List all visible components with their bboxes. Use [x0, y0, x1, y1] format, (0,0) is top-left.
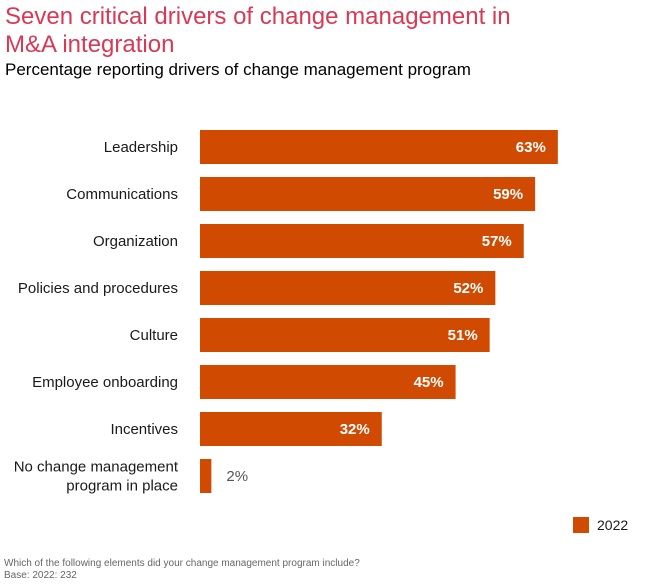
- bar-no-change-management-program-in-place: [200, 459, 212, 493]
- value-label-no-change-management-program-in-place: 2%: [226, 468, 248, 485]
- legend: 2022: [573, 517, 628, 533]
- value-label-policies-and-procedures: 52%: [453, 280, 483, 297]
- bars-layer: Leadership 63% Communications 59% Organizati…: [14, 130, 558, 495]
- value-label-organization: 57%: [482, 233, 512, 250]
- value-label-employee-onboarding: 45%: [414, 374, 444, 391]
- bar-communications: [200, 177, 536, 211]
- chart-subtitle: Percentage reporting drivers of change m…: [5, 60, 471, 79]
- legend-label-2022: 2022: [597, 517, 629, 533]
- bar-organization: [200, 224, 524, 258]
- footnote: Which of the following elements did your…: [4, 558, 360, 582]
- chart-title: Seven critical drivers of change managem…: [5, 3, 511, 58]
- footnote-base: Base: 2022: 232: [4, 570, 77, 581]
- category-label-employee-onboarding: Employee onboarding: [32, 374, 178, 391]
- legend-swatch-2022: [573, 517, 589, 533]
- category-label-organization: Organization: [93, 233, 178, 250]
- bar-incentives: [200, 412, 382, 446]
- category-label-communications: Communications: [66, 186, 178, 203]
- bar-culture: [200, 318, 490, 352]
- category-label-incentives: Incentives: [110, 421, 178, 438]
- bar-employee-onboarding: [200, 365, 456, 399]
- value-label-communications: 59%: [493, 186, 523, 203]
- category-label-no-change-management-program-in-place: No change management program in place: [14, 459, 179, 495]
- category-label-policies-and-procedures: Policies and procedures: [18, 280, 178, 297]
- category-label-culture: Culture: [130, 327, 178, 344]
- value-label-culture: 51%: [448, 327, 478, 344]
- value-label-incentives: 32%: [340, 421, 370, 438]
- bar-leadership: [200, 130, 558, 164]
- category-label-leadership: Leadership: [104, 139, 178, 156]
- footnote-question: Which of the following elements did your…: [4, 558, 360, 569]
- value-label-leadership: 63%: [516, 139, 546, 156]
- bar-policies-and-procedures: [200, 271, 496, 305]
